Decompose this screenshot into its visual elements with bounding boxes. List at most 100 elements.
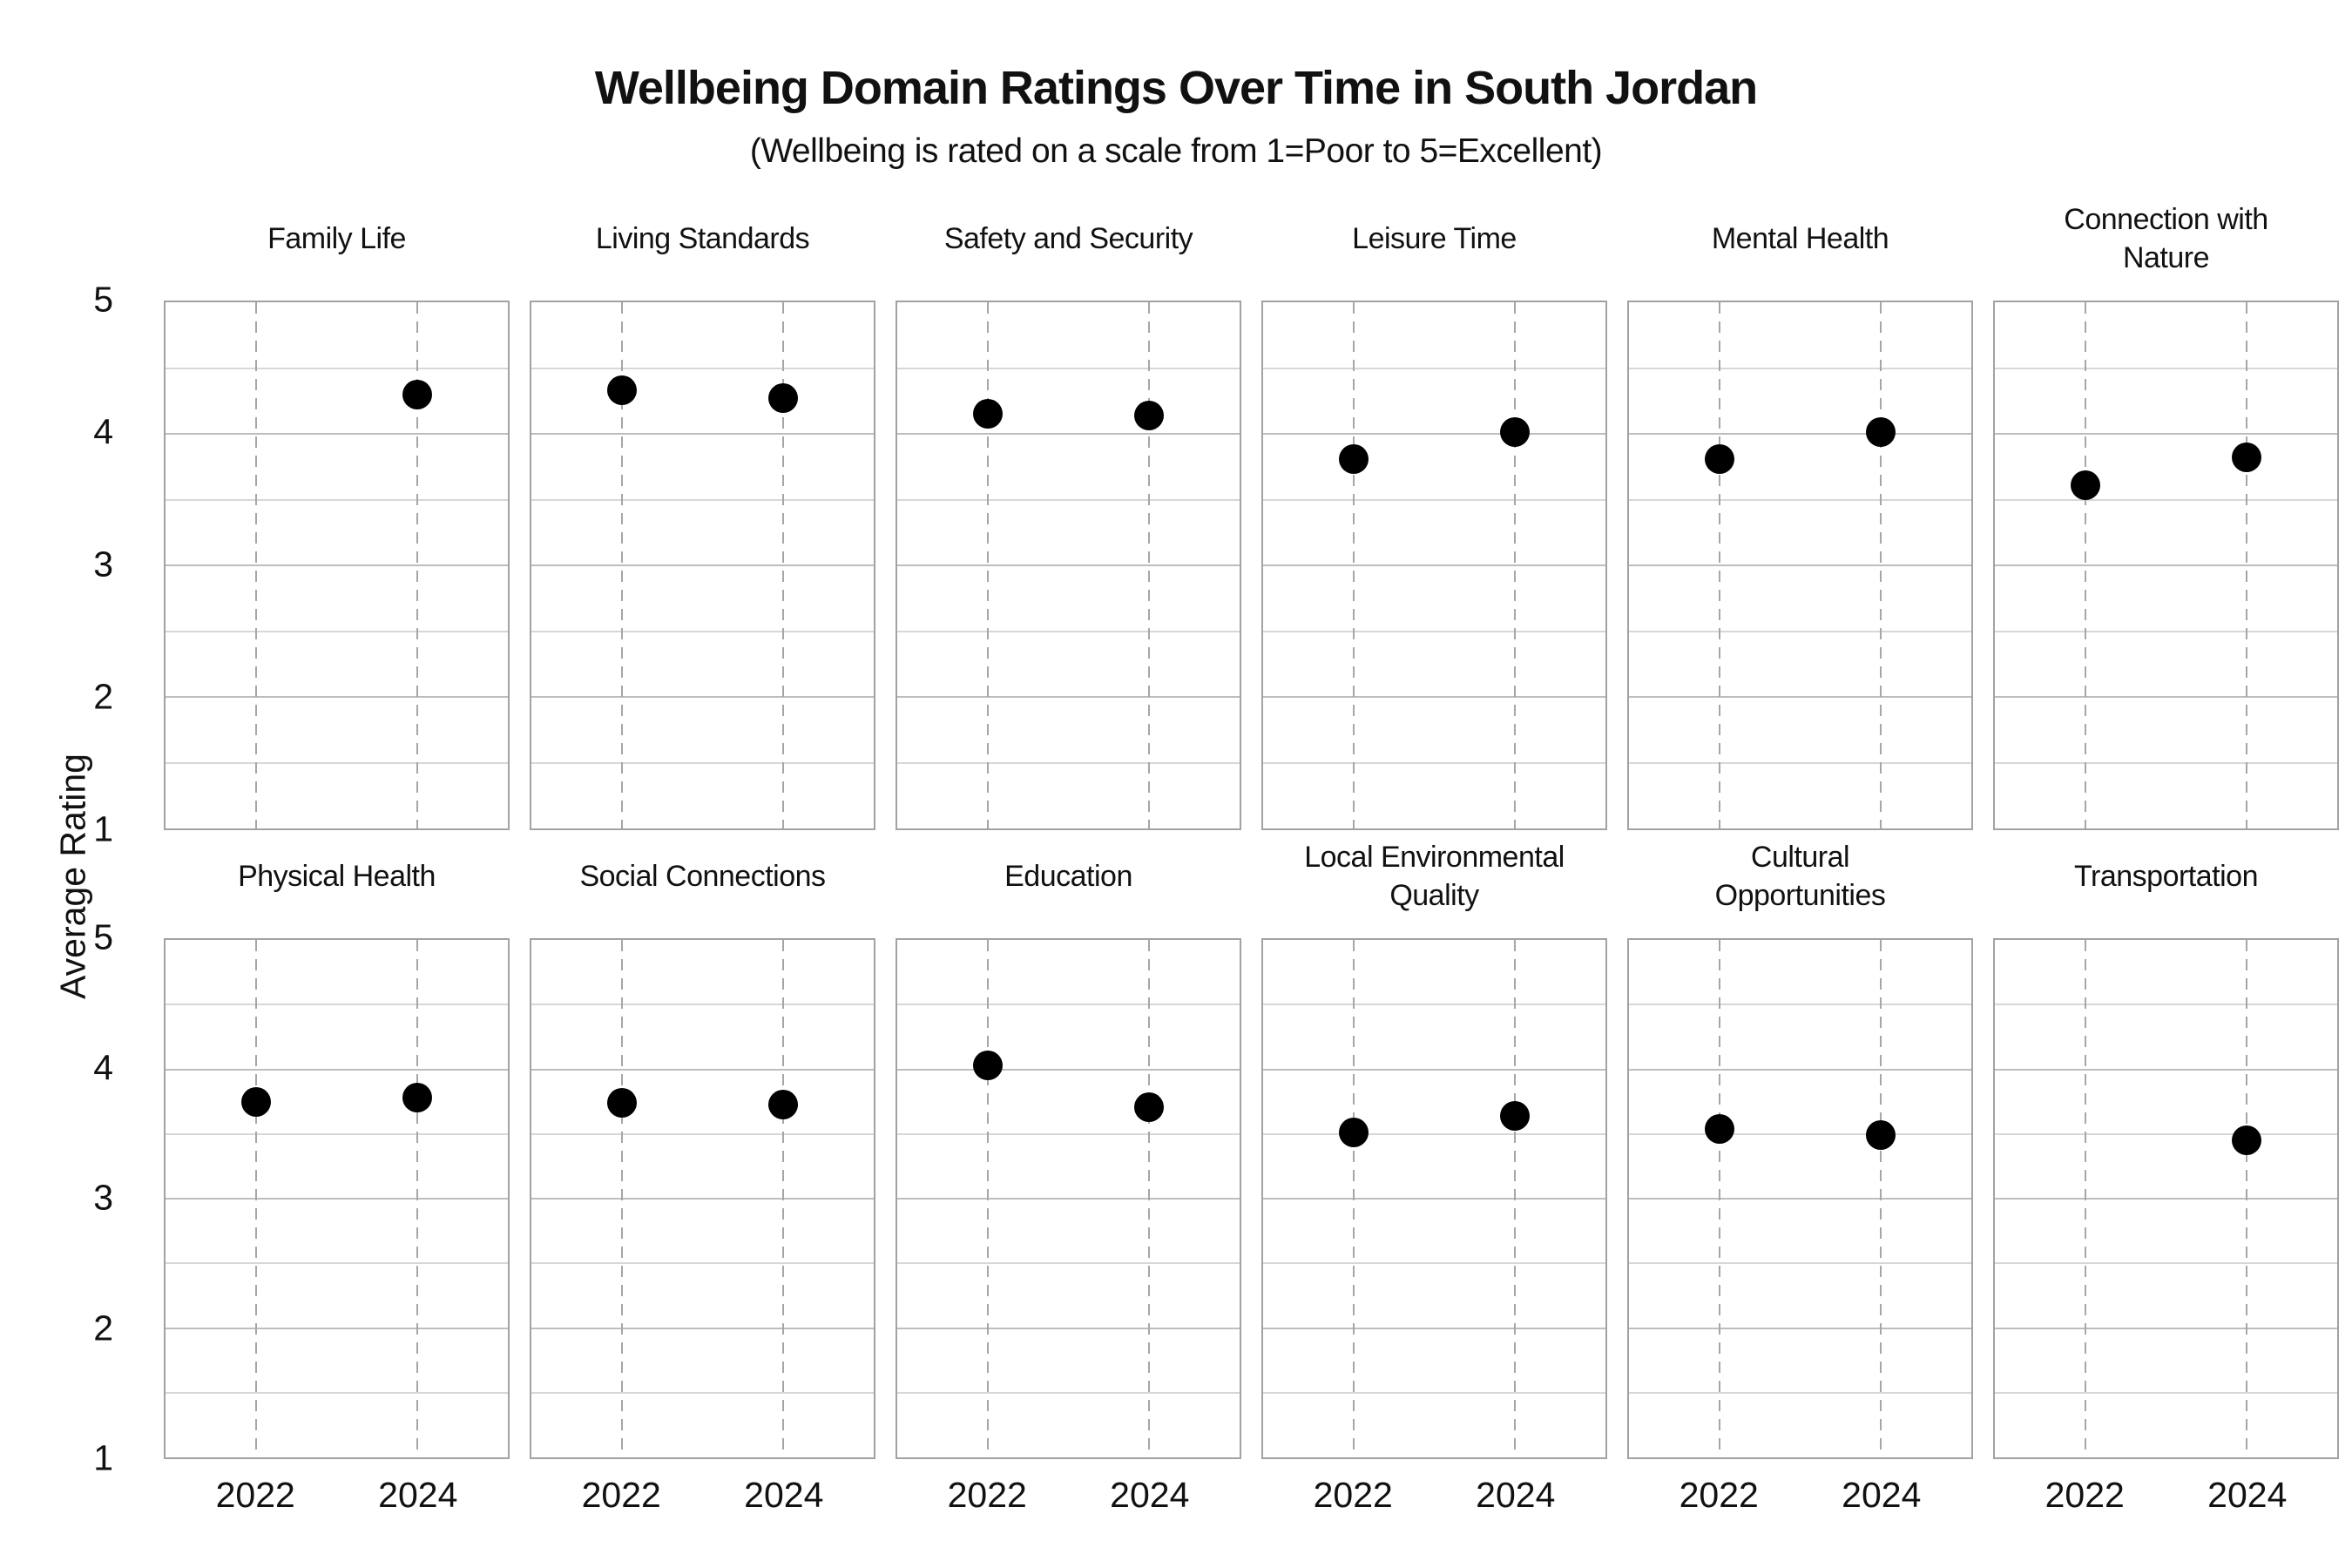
gridline-major <box>166 1198 508 1200</box>
gridline-major <box>1629 1327 1971 1329</box>
gridline-minor <box>897 630 1240 632</box>
gridline-major <box>531 433 874 435</box>
gridline-year-2022 <box>621 302 624 828</box>
x-tick-label: 2022 <box>1313 1475 1393 1515</box>
panel-title: Connection with Nature <box>2064 203 2268 274</box>
gridline-minor <box>897 761 1240 764</box>
gridline-minor <box>1263 761 1605 764</box>
gridline-minor <box>897 1391 1240 1394</box>
gridline-year-2022 <box>2085 302 2087 828</box>
plot-area <box>896 301 1241 830</box>
plot-area <box>896 938 1241 1459</box>
y-tick-label: 2 <box>93 1308 113 1348</box>
gridline-minor <box>1629 498 1971 501</box>
gridline-major <box>897 696 1240 698</box>
gridline-minor <box>1995 761 2337 764</box>
plot-area <box>530 938 875 1459</box>
gridline-major <box>1995 1068 2337 1071</box>
gridline-year-2024 <box>1147 302 1151 828</box>
gridline-minor <box>531 1391 874 1394</box>
gridline-year-2024 <box>1879 940 1882 1457</box>
gridline-minor <box>1995 367 2337 369</box>
data-point-2024 <box>1865 417 1896 448</box>
gridline-minor <box>1629 1132 1971 1135</box>
gridline-minor <box>1995 630 2337 632</box>
gridline-minor <box>1629 630 1971 632</box>
gridline-minor <box>1263 1132 1605 1135</box>
gridline-minor <box>1995 1132 2337 1135</box>
gridline-major <box>1629 564 1971 566</box>
gridline-major <box>1263 696 1605 698</box>
panel-title: Mental Health <box>1711 222 1889 256</box>
data-point-2024 <box>1499 1100 1530 1131</box>
gridline-minor <box>166 761 508 764</box>
gridline-major <box>1995 433 2337 435</box>
data-point-2024 <box>402 379 432 409</box>
gridline-major <box>531 1327 874 1329</box>
gridline-major <box>1629 696 1971 698</box>
chart-title: Wellbeing Domain Ratings Over Time in So… <box>594 62 1758 114</box>
gridline-minor <box>1263 498 1605 501</box>
gridline-minor <box>1629 761 1971 764</box>
gridline-major <box>897 1327 1240 1329</box>
data-point-2024 <box>1133 1092 1164 1122</box>
gridline-major <box>897 1068 1240 1071</box>
y-tick-label: 1 <box>93 808 113 849</box>
gridline-minor <box>897 367 1240 369</box>
x-tick-label: 2024 <box>2207 1475 2288 1515</box>
x-tick-label: 2022 <box>215 1475 295 1515</box>
x-tick-label: 2024 <box>1110 1475 1190 1515</box>
gridline-major <box>531 696 874 698</box>
plot-area <box>1993 938 2339 1459</box>
gridline-minor <box>166 1262 508 1265</box>
gridline-minor <box>897 1262 1240 1265</box>
gridline-minor <box>166 630 508 632</box>
y-tick-label: 3 <box>93 1177 113 1218</box>
gridline-year-2024 <box>1513 940 1517 1457</box>
data-point-2022 <box>1705 1113 1735 1144</box>
data-point-2024 <box>767 383 798 414</box>
panel-title: Social Connections <box>579 860 826 894</box>
plot-area <box>530 301 875 830</box>
gridline-major <box>531 1198 874 1200</box>
gridline-year-2024 <box>1879 302 1882 828</box>
y-tick-label: 2 <box>93 676 113 717</box>
data-point-2022 <box>607 375 638 406</box>
gridline-minor <box>166 367 508 369</box>
x-tick-label: 2022 <box>2044 1475 2125 1515</box>
gridline-year-2022 <box>255 940 258 1457</box>
gridline-major <box>166 433 508 435</box>
gridline-minor <box>1629 367 1971 369</box>
gridline-major <box>1995 696 2337 698</box>
y-tick-label: 3 <box>93 544 113 585</box>
gridline-major <box>1995 564 2337 566</box>
data-point-2022 <box>241 1086 272 1117</box>
gridline-minor <box>531 1262 874 1265</box>
gridline-minor <box>166 1004 508 1006</box>
gridline-minor <box>531 1004 874 1006</box>
panel-title: Living Standards <box>595 222 810 256</box>
gridline-year-2022 <box>621 940 624 1457</box>
gridline-year-2022 <box>1353 302 1355 828</box>
gridline-major <box>1629 433 1971 435</box>
gridline-major <box>166 564 508 566</box>
gridline-year-2022 <box>2085 940 2087 1457</box>
gridline-major <box>1263 1068 1605 1071</box>
gridline-year-2022 <box>987 940 990 1457</box>
plot-area <box>1261 301 1607 830</box>
gridline-minor <box>1263 1391 1605 1394</box>
gridline-major <box>531 1068 874 1071</box>
chart-subtitle: (Wellbeing is rated on a scale from 1=Po… <box>749 132 1603 170</box>
data-point-2024 <box>402 1083 432 1113</box>
gridline-minor <box>1629 1391 1971 1394</box>
gridline-year-2022 <box>1719 302 1721 828</box>
data-point-2024 <box>767 1089 798 1119</box>
plot-area <box>1627 938 1973 1459</box>
gridline-year-2022 <box>255 302 258 828</box>
panel-title: Family Life <box>267 222 406 256</box>
x-tick-label: 2022 <box>947 1475 1027 1515</box>
gridline-major <box>1629 1068 1971 1071</box>
data-point-2024 <box>2231 1125 2261 1156</box>
gridline-minor <box>1629 1004 1971 1006</box>
